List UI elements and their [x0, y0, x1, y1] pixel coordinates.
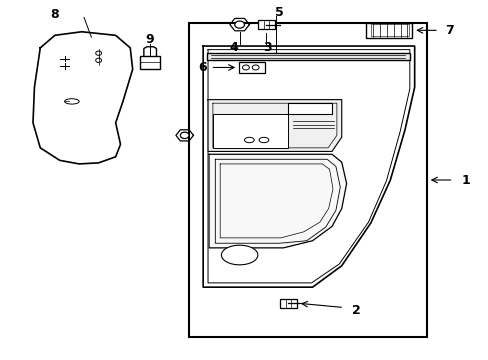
- Polygon shape: [33, 32, 132, 164]
- Circle shape: [96, 58, 102, 63]
- Circle shape: [242, 65, 249, 70]
- Circle shape: [96, 51, 102, 55]
- Text: 1: 1: [460, 174, 469, 186]
- Bar: [238, 62, 265, 73]
- Circle shape: [252, 65, 259, 70]
- Bar: [279, 299, 296, 308]
- Text: 6: 6: [198, 61, 206, 74]
- Polygon shape: [203, 46, 414, 287]
- Text: 5: 5: [275, 6, 284, 19]
- Bar: [257, 21, 275, 30]
- Text: 2: 2: [351, 303, 360, 316]
- Bar: [366, 23, 411, 38]
- Text: 8: 8: [50, 8, 59, 21]
- Bar: [212, 114, 287, 148]
- Polygon shape: [207, 100, 341, 152]
- Text: 9: 9: [145, 33, 154, 46]
- Circle shape: [180, 132, 189, 139]
- Ellipse shape: [64, 99, 79, 104]
- Bar: [140, 56, 160, 69]
- Bar: [287, 103, 331, 114]
- Text: 7: 7: [445, 24, 453, 37]
- Bar: [188, 23, 426, 337]
- Circle shape: [234, 21, 244, 28]
- Ellipse shape: [221, 245, 257, 265]
- Text: 4: 4: [229, 41, 238, 54]
- Bar: [370, 24, 408, 36]
- Ellipse shape: [244, 137, 254, 143]
- Text: 3: 3: [263, 41, 272, 54]
- Polygon shape: [208, 154, 346, 248]
- Ellipse shape: [259, 137, 268, 143]
- Bar: [206, 53, 409, 60]
